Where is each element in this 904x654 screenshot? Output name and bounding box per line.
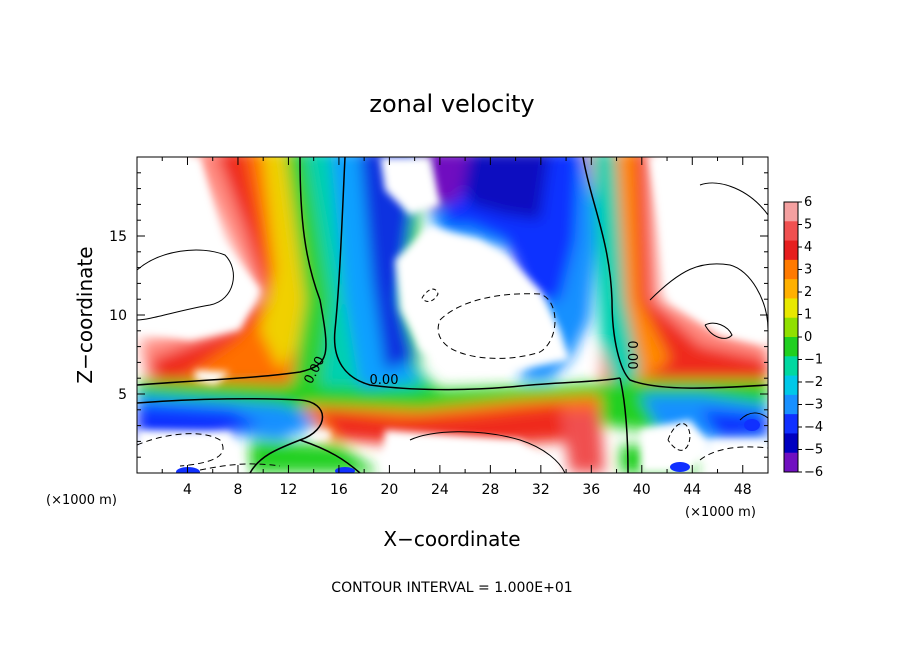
x-tick-label: 32 [532,482,550,498]
colorbar-swatch [784,452,798,473]
x-tick-label: 8 [233,482,242,498]
contour-label: 0.00 [370,373,399,388]
colorbar-label: −5 [804,443,823,458]
x-tick-label: 24 [431,482,449,498]
colorbar-label: −3 [804,398,823,413]
colorbar-swatch [784,279,798,299]
y-tick-label: 10 [109,308,127,324]
y-axis-title: Z−coordinate [73,246,97,383]
x-axis-title: X−coordinate [383,527,520,551]
colorbar-label: 5 [804,218,812,233]
colorbar-swatch [784,394,798,415]
colorbar-swatch [784,433,798,454]
colorbar-swatch [784,202,798,222]
colorbar-label: −6 [804,465,823,480]
colorbar-label: 6 [804,195,812,210]
x-tick-label: 28 [481,482,499,498]
x-tick-label: 16 [330,482,348,498]
colorbar-label: 1 [804,308,812,323]
x-tick-label: 12 [280,482,298,498]
colorbar-swatch [784,375,798,396]
colorbar-label: 0 [804,330,812,345]
y-axis-ticks: 5 10 15 [109,172,768,458]
chart-title: zonal velocity [369,90,534,118]
colorbar-swatch [784,317,798,338]
colorbar-label: 2 [804,285,812,300]
x-tick-label: 36 [582,482,600,498]
colorbar-label: 3 [804,263,812,278]
y-tick-label: 5 [118,387,127,403]
colorbar-swatch [784,337,798,357]
contour-label: 0.00 [624,341,639,370]
colorbar-swatch [784,221,798,242]
x-tick-label: 20 [380,482,398,498]
contour-lines [137,157,768,473]
x-tick-label: 40 [633,482,651,498]
colorbar-swatch [784,240,798,261]
x-axis-ticks: 4 8 12 16 20 24 28 32 36 40 44 48 [161,157,752,498]
colorbar-swatch [784,298,798,319]
colorbar: 6 5 4 3 2 1 0 −1 −2 −3 −4 −5 −6 [783,195,823,480]
colorbar-swatch [784,414,798,434]
heatmap-field [137,157,768,473]
colorbar-label: −2 [804,375,823,390]
x-tick-label: 4 [183,482,192,498]
colorbar-swatch [784,356,798,377]
x-unit-label-right: (×1000 m) [685,505,756,520]
x-unit-label-left: (×1000 m) [46,493,117,508]
x-tick-label: 48 [734,482,752,498]
colorbar-label: −4 [804,420,823,435]
colorbar-swatch [784,259,798,280]
y-tick-label: 15 [109,229,127,245]
colorbar-label: 4 [804,240,812,255]
contour-interval-note: CONTOUR INTERVAL = 1.000E+01 [331,580,572,596]
x-tick-label: 44 [683,482,701,498]
colorbar-label: −1 [804,353,823,368]
